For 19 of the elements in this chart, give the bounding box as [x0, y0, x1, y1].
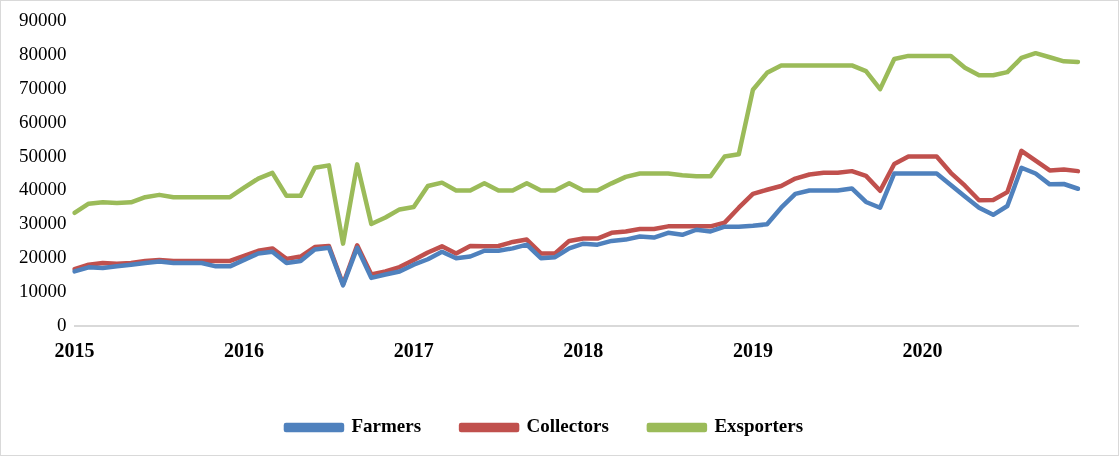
y-tick-label: 50000: [19, 144, 67, 166]
y-tick-label: 40000: [19, 178, 67, 200]
y-tick-label: 30000: [19, 212, 67, 234]
x-tick-label: 2020: [902, 339, 943, 362]
legend-label: Collectors: [526, 415, 609, 437]
y-tick-label: 20000: [19, 246, 67, 268]
y-tick-label: 10000: [19, 280, 67, 302]
x-tick-label: 2016: [224, 339, 265, 362]
legend-label: Exsporters: [714, 415, 804, 437]
x-tick-label: 2015: [54, 339, 95, 362]
y-tick-label: 70000: [19, 76, 67, 98]
y-tick-label: 80000: [19, 42, 67, 64]
x-tick-label: 2019: [732, 339, 773, 362]
y-tick-label: 0: [57, 313, 67, 335]
y-tick-label: 90000: [19, 8, 67, 30]
y-tick-label: 60000: [19, 110, 67, 132]
x-tick-label: 2018: [563, 339, 604, 362]
legend-label: Farmers: [351, 415, 422, 437]
x-tick-label: 2017: [393, 339, 434, 362]
